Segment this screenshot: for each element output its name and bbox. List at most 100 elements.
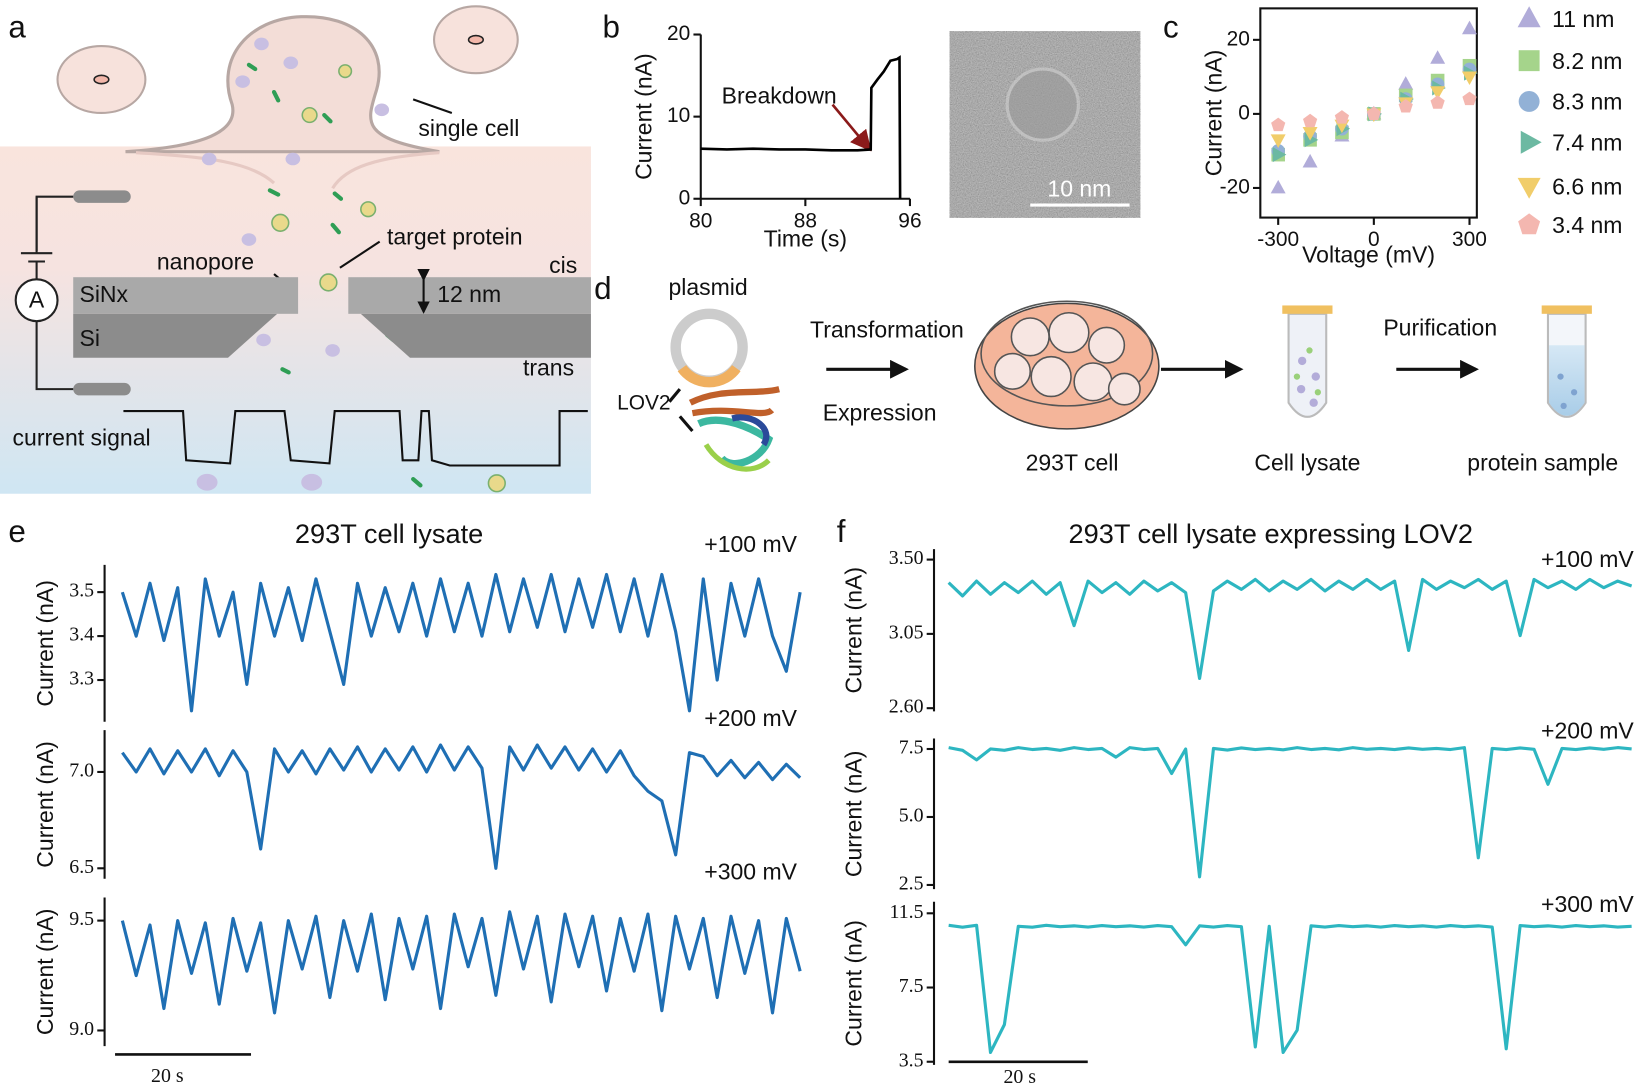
trace-panels: 293T cell lysate 293T cell lysate expres…: [115, 518, 1473, 1088]
data-line: [700, 55, 902, 199]
workflow-diagram: [1282, 305, 1333, 314]
workflow-diagram: [1297, 356, 1307, 366]
voltage-label: +100 mV: [1541, 546, 1634, 572]
workflow-diagram: [1030, 355, 1072, 398]
nanopore-diagram: [73, 313, 278, 358]
y-tick-label: 7.5: [899, 975, 924, 997]
nanopore-diagram: [330, 222, 341, 235]
nanopore-diagram: [332, 191, 344, 201]
current-trace: [948, 746, 1632, 879]
annotation: Breakdown: [722, 82, 837, 108]
marker: [1272, 147, 1287, 163]
nanopore-diagram: [374, 103, 390, 117]
nanopore-diagram: [196, 473, 218, 491]
workflow-diagram: [668, 388, 682, 403]
y-axis-label: Current (nA): [841, 920, 867, 1047]
nanopore-diagram: Si: [79, 325, 99, 351]
nanopore-diagram: [411, 477, 423, 488]
y-tick-label: -20: [1220, 175, 1250, 198]
marker: [1462, 91, 1477, 106]
nanopore-diagram: [283, 56, 299, 70]
marker: [1398, 76, 1414, 90]
nanopore-diagram: [271, 213, 290, 232]
legend-marker: [1518, 91, 1540, 112]
annotation-arrow: [831, 103, 872, 152]
workflow-diagram: [677, 364, 741, 388]
marker: [1461, 20, 1477, 35]
marker: [1270, 179, 1286, 194]
panel-labels: c: [1163, 10, 1179, 45]
x-axis-label: Voltage (mV): [1302, 241, 1435, 267]
workflow-diagram: [1314, 389, 1321, 396]
workflow-diagram: [1296, 356, 1320, 407]
y-axis-label: Current (nA): [32, 741, 58, 868]
marker: [1430, 50, 1446, 64]
y-axis-label: Current (nA): [841, 567, 867, 694]
y-tick-label: 9.0: [69, 1018, 94, 1040]
nanopore-diagram: [241, 233, 257, 246]
y-axis-label: Current (nA): [841, 751, 867, 878]
workflow-diagram: [1306, 347, 1313, 354]
y-tick-label: 2.5: [899, 873, 924, 895]
legend-marker: [1517, 177, 1541, 199]
workflow-diagram: Transformation: [810, 317, 964, 343]
nanopore-diagram: current signal: [13, 424, 151, 450]
legend-marker: [1520, 130, 1542, 154]
y-axis-label: Current (nA): [630, 53, 656, 180]
workflow-diagram: Purification: [1383, 315, 1497, 341]
workflow-diagram: [703, 443, 771, 472]
y-tick-label: 0: [1238, 101, 1250, 124]
legend-marker: [1517, 6, 1541, 28]
nanopore-diagram: [319, 273, 338, 292]
panel-labels: b: [602, 10, 619, 45]
marker: [1302, 153, 1318, 168]
nanopore-diagram: [325, 344, 340, 357]
nanopore-diagram: [338, 64, 353, 79]
nanopore-diagram: [254, 37, 269, 51]
workflow-diagram: [1549, 345, 1585, 416]
workflow-diagram: [1557, 373, 1578, 410]
nanopore-diagram: [201, 152, 217, 166]
legend-marker: [1518, 50, 1540, 72]
nanopore-diagram: [125, 15, 440, 154]
nanopore-diagram: [360, 313, 591, 358]
nanopore-diagram: [322, 112, 333, 124]
nanopore-diagram: [412, 98, 453, 114]
workflow-diagram: protein sample: [1467, 450, 1618, 476]
workflow-diagram: [1570, 389, 1578, 396]
nanopore-diagram: [487, 474, 506, 493]
legend-marker: [1518, 213, 1541, 235]
nanopore-diagram: trans: [523, 354, 574, 380]
workflow-diagram: LOV2: [617, 391, 670, 414]
voltage-label: +200 mV: [1541, 717, 1634, 743]
workflow-diagram: [1107, 372, 1141, 406]
workflow-diagram: [688, 386, 780, 417]
workflow-diagram: [993, 352, 1032, 390]
x-tick-label: 0: [1368, 228, 1380, 251]
legend-label: 7.4 nm: [1552, 129, 1622, 155]
workflow-diagram: [1287, 312, 1328, 418]
nanopore-diagram: [285, 152, 301, 166]
workflow-diagram: [1073, 362, 1113, 402]
workflow-diagram: [980, 300, 1154, 407]
voltage-label: +300 mV: [1541, 891, 1634, 917]
y-tick-label: 3.05: [889, 621, 924, 643]
nanopore-diagram: [271, 64, 506, 493]
workflow-diagram: plasmid LOV2 Transformation Expression 2…: [617, 274, 1618, 476]
nanopore-diagram: [301, 473, 323, 491]
current-trace: [947, 577, 1633, 681]
nanopore-diagram: [93, 74, 110, 85]
workflow-diagram: [1560, 402, 1567, 410]
nanopore-diagram: [73, 382, 131, 396]
current-trace: [948, 923, 1632, 1055]
y-tick-label: 6.5: [69, 856, 94, 878]
voltage-label: +300 mV: [704, 859, 797, 885]
nanopore-diagram: [135, 151, 440, 190]
workflow-diagram: [731, 414, 770, 447]
micrograph: 10 nm: [949, 31, 1141, 218]
nanopore-diagram: [271, 89, 281, 103]
legend-label: 8.3 nm: [1552, 89, 1622, 115]
trace-panels: 20 s: [1003, 1066, 1036, 1088]
marker: [1303, 113, 1318, 128]
